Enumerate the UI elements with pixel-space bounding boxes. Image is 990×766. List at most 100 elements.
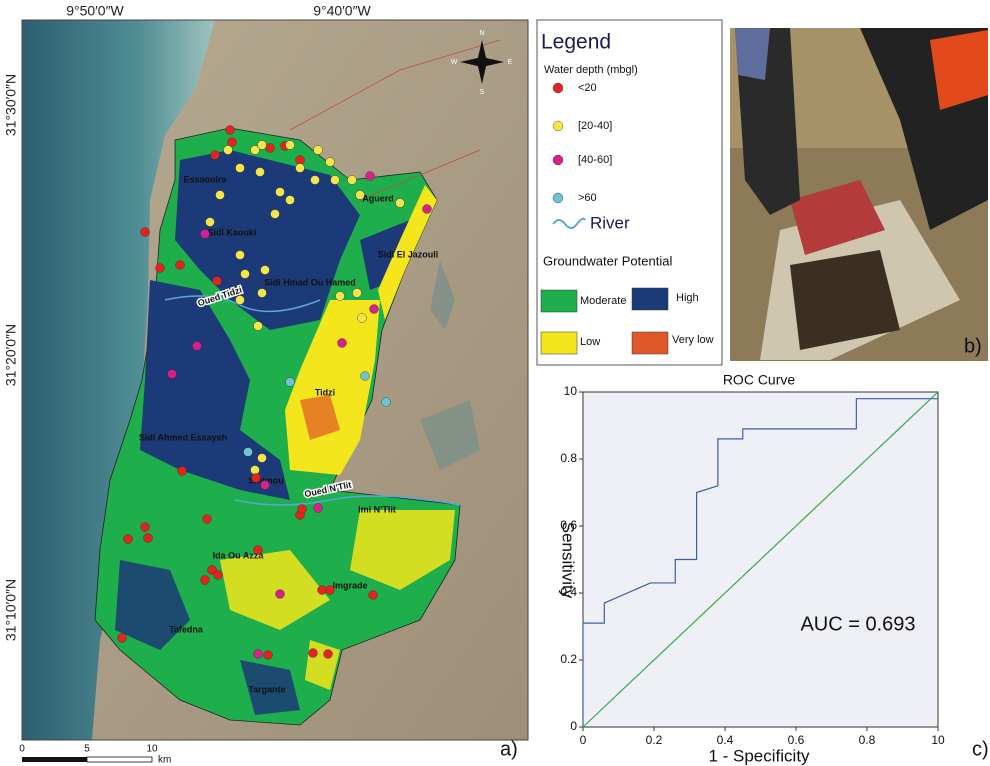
well-point [244, 448, 253, 457]
well-point [276, 188, 285, 197]
well-point [141, 228, 150, 237]
well-point [382, 398, 391, 407]
well-point [336, 292, 345, 301]
shirt [735, 28, 770, 80]
well-point [311, 176, 320, 185]
well-point [326, 586, 335, 595]
legend-swatch [553, 83, 563, 93]
well-point [214, 571, 223, 580]
well-point [258, 454, 267, 463]
latitude-label: 31°10′0″N [3, 579, 19, 641]
place-label: Sidi Hmad Ou Hamed [264, 277, 356, 287]
well-point [251, 466, 260, 475]
longitude-label: 9°50′0″W [66, 3, 124, 19]
x-tick-label: 0.8 [859, 733, 876, 747]
x-tick-label: 10 [931, 733, 945, 747]
annotation: AUC = 0.693 [800, 613, 915, 635]
well-point [369, 591, 378, 600]
well-point [326, 158, 335, 167]
well-point [254, 322, 263, 331]
scale-label: 0 [19, 744, 25, 755]
well-point [236, 251, 245, 260]
well-point [252, 474, 261, 483]
well-point [256, 168, 265, 177]
well-point [211, 151, 220, 160]
well-point [286, 141, 295, 150]
well-point [178, 467, 187, 476]
compass-letter: W [451, 59, 458, 66]
latitude-label: 31°30′0″N [3, 74, 19, 136]
well-point [144, 534, 153, 543]
well-point [271, 210, 280, 219]
y-tick-label: 10 [564, 384, 578, 398]
legend-swatch [553, 155, 563, 165]
legend-label: [20-40] [578, 120, 612, 132]
place-label: Targante [248, 684, 285, 694]
legend-swatch [553, 193, 563, 203]
legend-label: [40-60] [578, 154, 612, 166]
legend-subtitle: Water depth (mbgl) [544, 64, 638, 76]
well-point [206, 218, 215, 227]
legend-label: <20 [578, 82, 597, 94]
map [22, 20, 528, 740]
well-point [314, 146, 323, 155]
well-point [226, 126, 235, 135]
well-point [236, 164, 245, 173]
well-point [118, 634, 127, 643]
well-point [193, 342, 202, 351]
well-point [261, 266, 270, 275]
well-point [396, 199, 405, 208]
x-tick-label: 0.6 [788, 733, 805, 747]
x-axis-label: 1 - Specificity [708, 746, 810, 765]
well-point [353, 289, 362, 298]
x-tick-label: 0.2 [646, 733, 663, 747]
well-point [156, 264, 165, 273]
chart-title: ROC Curve [723, 372, 796, 388]
figure: 9°50′0″W9°40′0″W31°30′0″N31°20′0″N31°10′… [0, 0, 990, 766]
well-point [298, 505, 307, 514]
scale-bar [22, 757, 87, 762]
legend-swatch [553, 121, 563, 131]
well-point [423, 205, 432, 214]
legend-swatch [632, 332, 668, 354]
well-point [224, 146, 233, 155]
well-point [176, 261, 185, 270]
x-tick-label: 0.4 [717, 733, 734, 747]
compass-letter: N [479, 30, 484, 37]
panel-label: a) [500, 738, 518, 760]
place-label: Aguerd [362, 193, 394, 203]
well-point [213, 277, 222, 286]
place-label: Imi N'Tlit [358, 504, 396, 514]
well-point [203, 515, 212, 524]
well-point [296, 156, 305, 165]
well-point [276, 590, 285, 599]
legend-swatch [541, 332, 577, 354]
place-label: Sidi El Jazouli [378, 249, 439, 259]
well-point [358, 314, 367, 323]
well-point [254, 546, 263, 555]
y-tick-label: 0 [570, 719, 577, 733]
panel-label: c) [972, 738, 989, 760]
legend-swatch [632, 288, 668, 310]
well-point [356, 191, 365, 200]
well-point [201, 576, 210, 585]
place-label: Sidi Kaouki [207, 227, 256, 237]
scale-unit: km [158, 755, 171, 766]
well-point [331, 176, 340, 185]
compass-letter: E [508, 59, 513, 66]
y-axis-label: Sensitivity [559, 522, 578, 599]
panel-label: b) [964, 335, 982, 357]
well-point [370, 305, 379, 314]
place-label: Tafedna [169, 624, 204, 634]
scale-bar [87, 757, 152, 762]
latitude-label: 31°20′0″N [3, 324, 19, 386]
scale-label: 5 [84, 744, 90, 755]
well-point [348, 176, 357, 185]
well-point [264, 651, 273, 660]
well-point [236, 296, 245, 305]
well-point [258, 141, 267, 150]
well-point [124, 535, 133, 544]
place-label: Imgrade [332, 580, 367, 590]
well-point [241, 270, 250, 279]
well-point [266, 144, 275, 153]
